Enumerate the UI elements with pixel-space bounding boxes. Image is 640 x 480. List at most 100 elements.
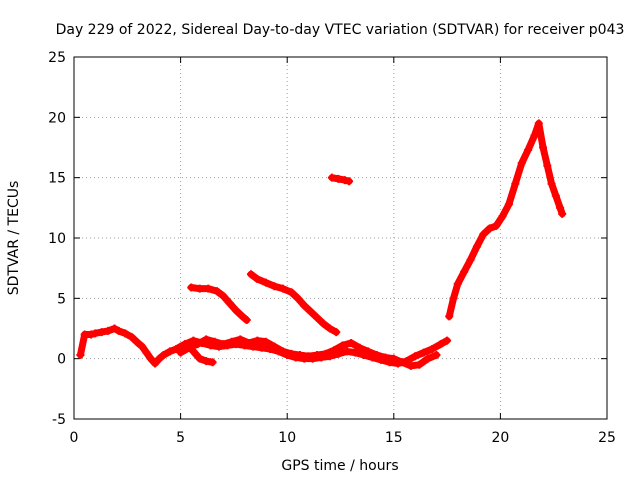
data-point bbox=[244, 338, 253, 347]
data-point bbox=[319, 319, 328, 328]
data-point bbox=[445, 312, 454, 321]
data-point bbox=[313, 313, 322, 322]
data-point bbox=[472, 242, 481, 251]
data-point bbox=[195, 354, 204, 363]
data-point bbox=[261, 278, 270, 287]
data-point bbox=[411, 352, 420, 361]
data-point bbox=[325, 324, 334, 333]
data-point bbox=[270, 342, 279, 351]
data-point bbox=[524, 145, 533, 154]
series-band-track-7 bbox=[445, 119, 566, 320]
x-tick-label: 5 bbox=[176, 430, 185, 446]
data-point bbox=[428, 345, 437, 354]
data-point bbox=[133, 338, 142, 347]
data-point bbox=[270, 282, 279, 291]
data-point bbox=[114, 326, 123, 335]
data-point bbox=[389, 354, 398, 363]
data-point bbox=[415, 360, 424, 369]
data-point bbox=[142, 348, 151, 357]
y-tick-label: 25 bbox=[48, 50, 66, 66]
data-point bbox=[511, 179, 520, 188]
data-point bbox=[372, 351, 381, 360]
y-tick-label: 0 bbox=[57, 352, 66, 368]
data-point bbox=[306, 307, 315, 316]
data-point bbox=[127, 332, 136, 341]
data-point bbox=[242, 316, 251, 325]
x-tick-label: 20 bbox=[491, 430, 509, 446]
data-point bbox=[172, 345, 181, 354]
data-point bbox=[261, 337, 270, 346]
data-point bbox=[453, 279, 462, 288]
data-point bbox=[355, 343, 364, 352]
data-point bbox=[165, 347, 174, 356]
data-point bbox=[398, 358, 407, 367]
x-tick-label: 10 bbox=[278, 430, 296, 446]
data-point bbox=[202, 357, 211, 366]
x-tick-label: 15 bbox=[385, 430, 403, 446]
data-point bbox=[236, 335, 245, 344]
data-point bbox=[364, 347, 373, 356]
data-point bbox=[332, 328, 341, 337]
data-point bbox=[202, 335, 211, 344]
data-point bbox=[232, 306, 241, 315]
data-point bbox=[498, 212, 507, 221]
data-point bbox=[278, 284, 287, 293]
data-point bbox=[556, 203, 565, 212]
data-point bbox=[219, 291, 228, 300]
data-point bbox=[76, 351, 85, 360]
data-point bbox=[300, 301, 309, 310]
data-point bbox=[87, 330, 96, 339]
data-point bbox=[504, 200, 513, 209]
data-point bbox=[342, 347, 351, 356]
data-point bbox=[104, 326, 113, 335]
data-point bbox=[176, 348, 185, 357]
data-point bbox=[340, 176, 349, 185]
y-tick-label: 20 bbox=[48, 110, 66, 126]
data-point bbox=[347, 338, 356, 347]
data-point bbox=[193, 340, 202, 349]
data-point bbox=[185, 343, 194, 352]
data-point bbox=[485, 224, 494, 233]
data-point bbox=[155, 354, 164, 363]
y-tick-label: 5 bbox=[57, 291, 66, 307]
data-point bbox=[321, 349, 330, 358]
data-point bbox=[530, 131, 539, 140]
data-point bbox=[121, 329, 130, 338]
y-tick-label: 10 bbox=[48, 231, 66, 247]
data-point bbox=[91, 329, 100, 338]
data-point bbox=[539, 143, 548, 152]
data-point bbox=[159, 351, 168, 360]
data-point bbox=[423, 354, 432, 363]
data-point bbox=[543, 161, 552, 170]
data-point bbox=[187, 283, 196, 292]
data-point bbox=[210, 337, 219, 346]
data-point bbox=[338, 341, 347, 350]
data-point bbox=[327, 173, 336, 182]
y-axis-label: SDTVAR / TECUs bbox=[6, 181, 22, 296]
data-points bbox=[76, 119, 567, 370]
data-point bbox=[295, 351, 304, 360]
data-point bbox=[449, 294, 458, 303]
data-point bbox=[460, 267, 469, 276]
data-point bbox=[551, 191, 560, 200]
data-point bbox=[351, 348, 360, 357]
data-point bbox=[313, 351, 322, 360]
data-point bbox=[330, 346, 339, 355]
data-point bbox=[204, 284, 213, 293]
data-point bbox=[547, 179, 556, 188]
chart-title: Day 229 of 2022, Sidereal Day-to-day VTE… bbox=[56, 22, 625, 38]
data-point bbox=[466, 255, 475, 264]
x-tick-label: 0 bbox=[70, 430, 79, 446]
y-tick-label: -5 bbox=[52, 412, 66, 428]
data-point bbox=[534, 119, 543, 128]
data-point bbox=[253, 275, 262, 284]
data-point bbox=[558, 209, 567, 218]
data-point bbox=[253, 336, 262, 345]
data-point bbox=[492, 221, 501, 230]
data-point bbox=[517, 159, 526, 168]
data-point bbox=[287, 349, 296, 358]
data-point bbox=[443, 336, 452, 345]
data-point bbox=[293, 294, 302, 303]
y-tick-label: 15 bbox=[48, 171, 66, 187]
